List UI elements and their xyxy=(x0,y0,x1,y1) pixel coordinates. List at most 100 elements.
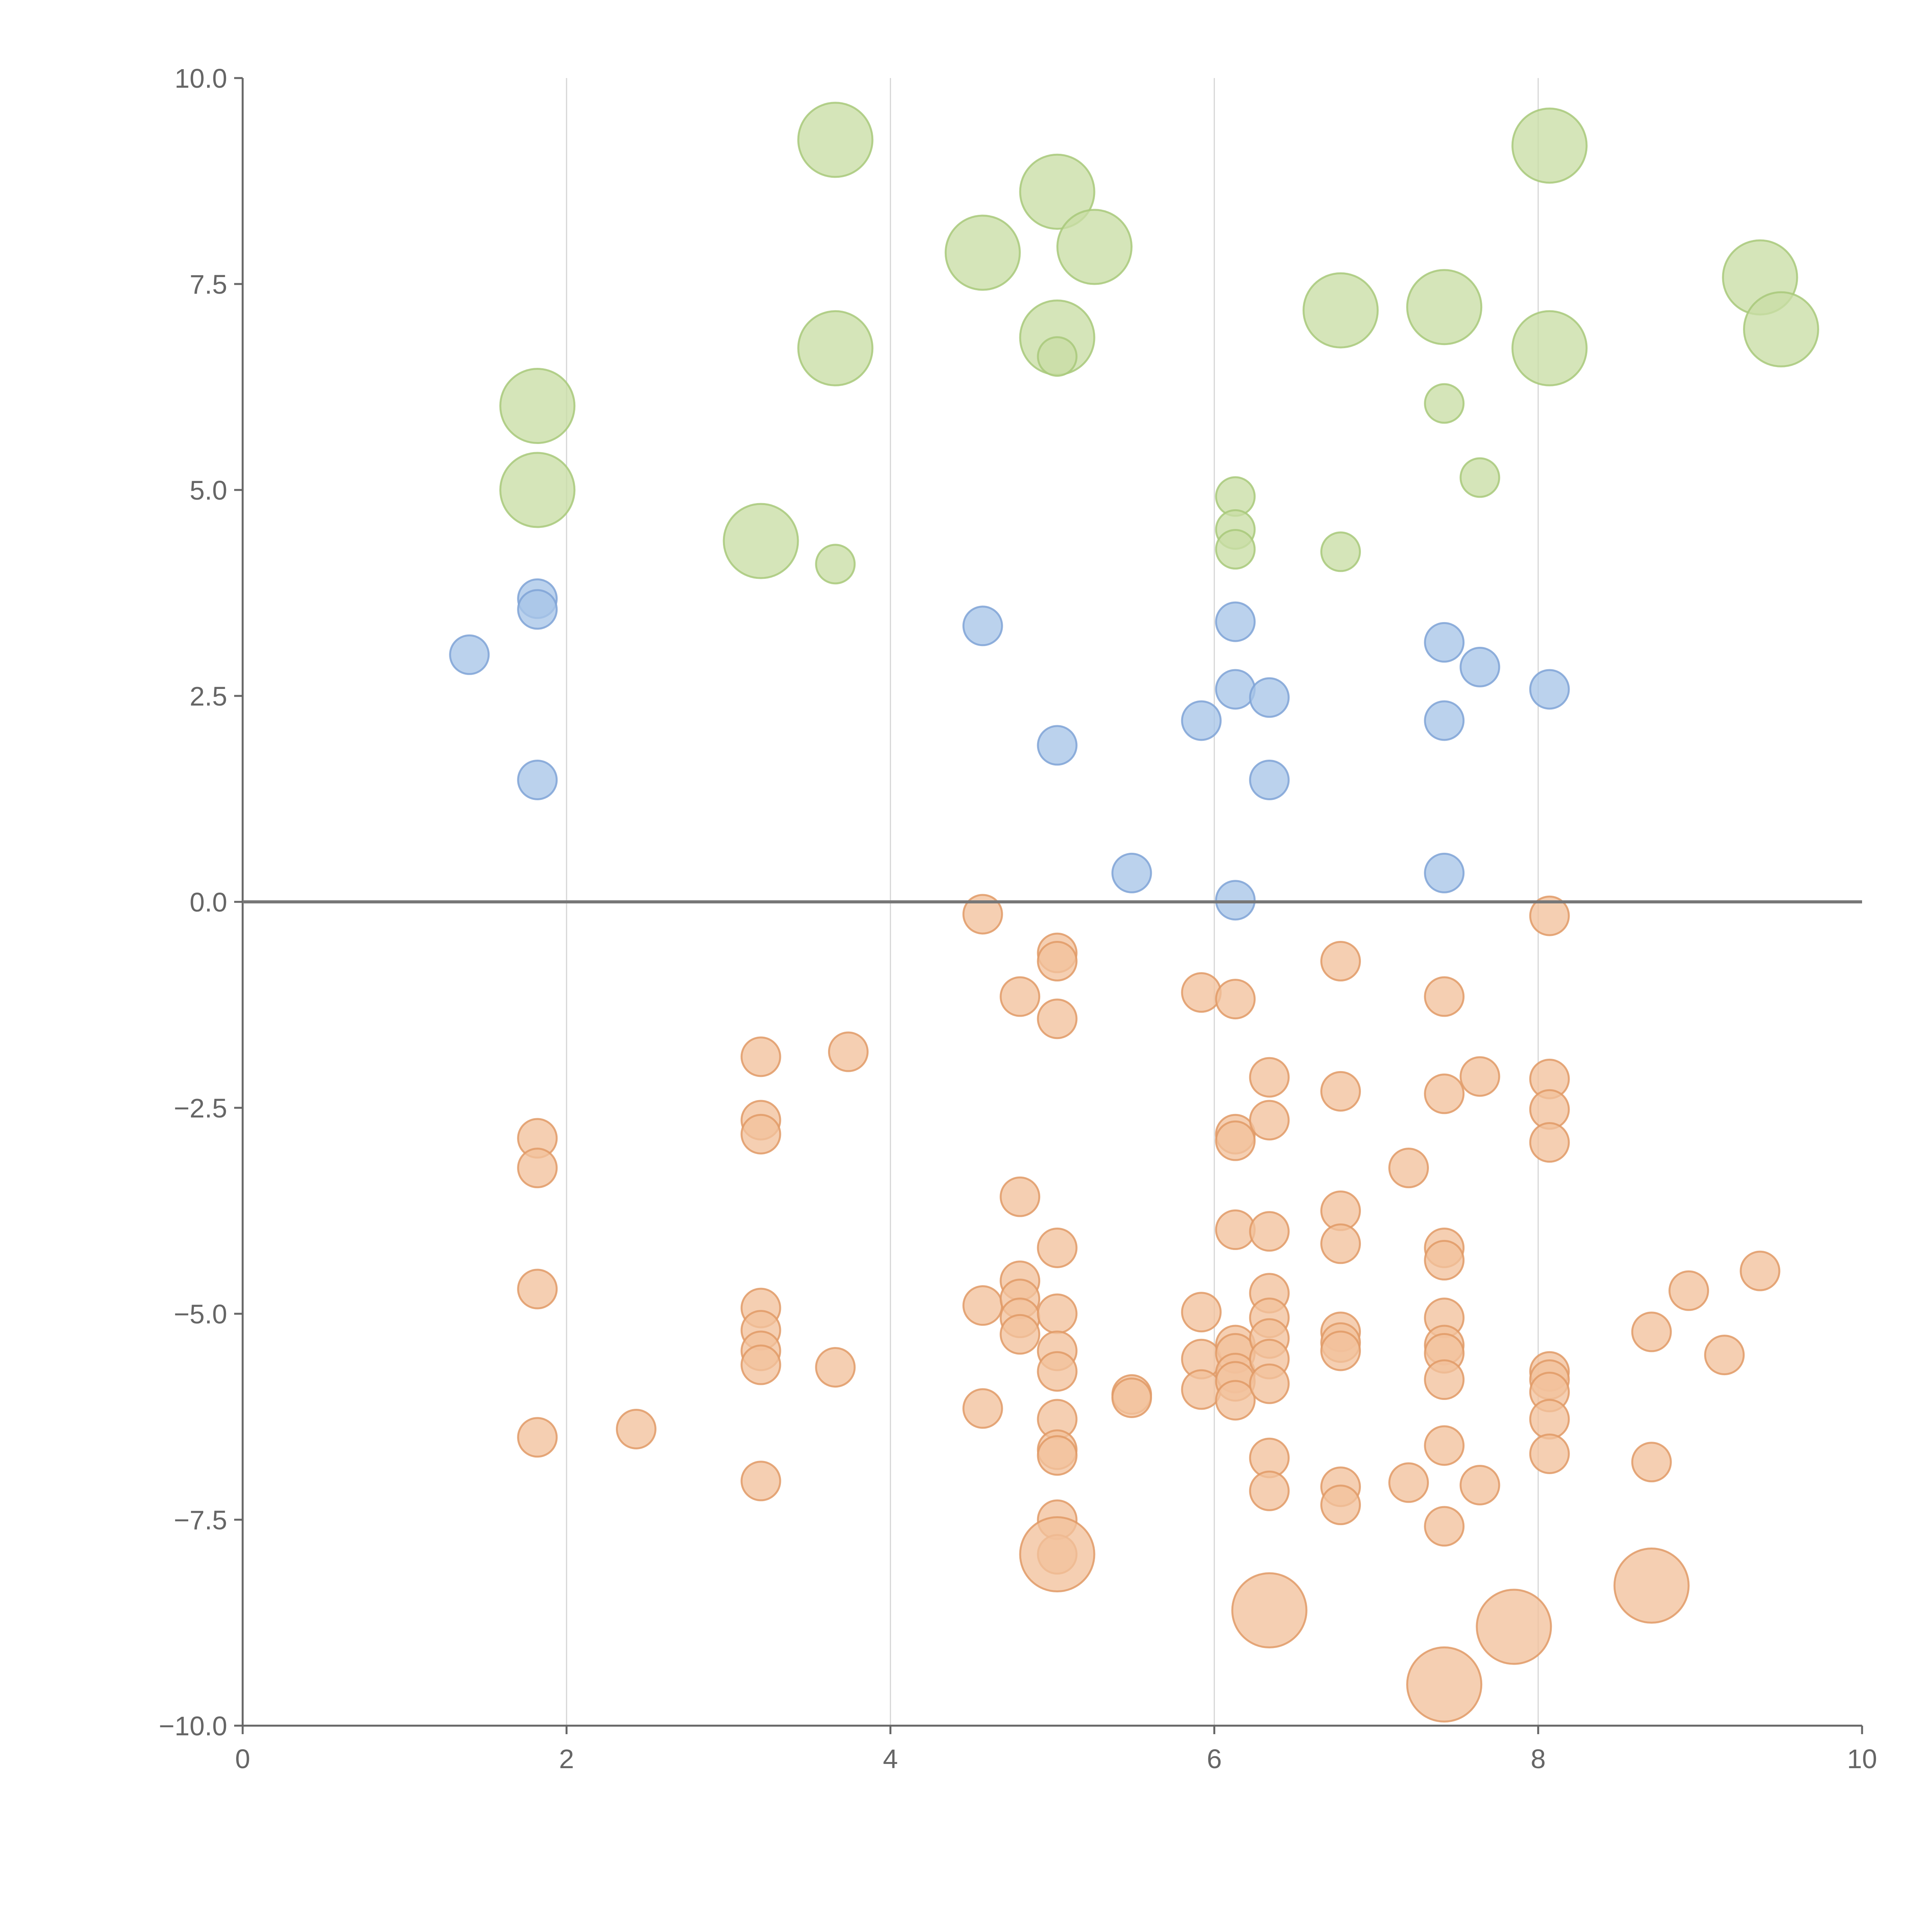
data-point xyxy=(815,1347,856,1388)
data-point xyxy=(1529,895,1570,936)
data-point xyxy=(962,605,1003,646)
x-tick-label: 6 xyxy=(1207,1744,1222,1774)
data-point xyxy=(828,1031,869,1072)
data-point xyxy=(1056,209,1133,285)
data-point xyxy=(1320,1223,1361,1264)
data-point xyxy=(1037,998,1078,1039)
data-point xyxy=(1424,1240,1465,1281)
data-point xyxy=(1424,1359,1465,1400)
data-point xyxy=(1181,1369,1222,1410)
data-point xyxy=(1459,646,1500,687)
data-point xyxy=(740,1461,781,1502)
data-point xyxy=(1000,1314,1041,1355)
data-point xyxy=(1249,1211,1290,1252)
data-point xyxy=(1743,291,1819,367)
y-tick-label: 5.0 xyxy=(190,475,227,505)
data-point xyxy=(1613,1548,1690,1624)
data-point xyxy=(1037,1435,1078,1476)
data-point xyxy=(1740,1250,1781,1291)
data-point xyxy=(1000,1176,1041,1217)
data-point xyxy=(1249,1057,1290,1098)
data-point xyxy=(1037,941,1078,982)
x-tick-label: 2 xyxy=(559,1744,574,1774)
data-point xyxy=(1181,1292,1222,1333)
data-point xyxy=(1424,1506,1465,1547)
data-point xyxy=(517,1269,558,1310)
data-point xyxy=(723,503,799,579)
data-point xyxy=(740,1344,781,1385)
data-point xyxy=(1249,1100,1290,1141)
data-point xyxy=(1704,1335,1745,1376)
data-point xyxy=(1424,1425,1465,1466)
data-point xyxy=(1231,1572,1308,1649)
data-point xyxy=(1320,531,1361,572)
data-point xyxy=(1019,1516,1095,1593)
data-point xyxy=(1215,529,1256,570)
data-point xyxy=(740,1114,781,1155)
x-tick-label: 4 xyxy=(883,1744,898,1774)
data-point xyxy=(797,102,874,178)
data-point xyxy=(1529,1122,1570,1163)
data-point xyxy=(1000,976,1041,1017)
data-point xyxy=(1388,1148,1429,1189)
data-point xyxy=(1529,1433,1570,1474)
data-point xyxy=(499,368,576,444)
y-tick-label: 2.5 xyxy=(190,681,227,711)
data-point xyxy=(517,1148,558,1189)
data-point xyxy=(1459,1056,1500,1097)
data-point xyxy=(1320,1330,1361,1371)
data-point xyxy=(1406,1646,1483,1723)
data-point xyxy=(1249,677,1290,718)
data-point xyxy=(1215,1120,1256,1161)
data-point xyxy=(1249,1470,1290,1511)
data-point xyxy=(1215,880,1256,921)
data-point xyxy=(1019,153,1095,230)
data-point xyxy=(1631,1442,1672,1483)
data-point xyxy=(1111,852,1152,893)
data-point xyxy=(1249,1363,1290,1404)
data-point xyxy=(1511,310,1588,386)
series-1 xyxy=(499,102,1819,585)
data-point xyxy=(517,759,558,800)
data-point xyxy=(1215,669,1256,710)
y-tick-label: −7.5 xyxy=(174,1505,227,1535)
data-point xyxy=(1320,1071,1361,1112)
data-point xyxy=(616,1408,656,1449)
data-point xyxy=(1037,725,1078,766)
data-point xyxy=(1424,383,1465,424)
data-point xyxy=(1529,669,1570,710)
data-point xyxy=(1529,1399,1570,1440)
y-tick-label: −2.5 xyxy=(174,1093,227,1123)
data-point xyxy=(1215,1380,1256,1421)
data-point xyxy=(1424,700,1465,741)
data-point xyxy=(1111,1377,1152,1418)
data-point xyxy=(1459,457,1500,498)
data-point xyxy=(1320,941,1361,982)
series-0 xyxy=(449,578,1570,921)
data-point xyxy=(1302,272,1379,349)
x-tick-label: 0 xyxy=(235,1744,250,1774)
data-point xyxy=(1424,622,1465,663)
tick-labels: 0 2 4 6 8 10 10.0 7.5 5.0 2.5 0.0 −2.5 −5.0 −7.5 −10.0 xyxy=(159,63,1877,1774)
data-point xyxy=(962,1388,1003,1429)
data-point xyxy=(1424,1073,1465,1114)
y-tick-label: −10.0 xyxy=(159,1711,227,1741)
data-point xyxy=(517,1417,558,1458)
y-tick-label: 7.5 xyxy=(190,269,227,299)
data-point xyxy=(797,310,874,386)
y-tick-label: −5.0 xyxy=(174,1299,227,1329)
data-point xyxy=(740,1036,781,1077)
data-point xyxy=(1424,852,1465,893)
data-point xyxy=(1668,1270,1709,1311)
data-point xyxy=(1037,1227,1078,1268)
data-point xyxy=(1037,1351,1078,1392)
data-point xyxy=(1424,976,1465,1017)
data-point xyxy=(1459,1464,1500,1505)
x-tick-label: 8 xyxy=(1531,1744,1546,1774)
data-point xyxy=(499,452,576,528)
data-point xyxy=(815,544,856,585)
data-point xyxy=(1406,269,1483,345)
data-point xyxy=(962,894,1003,935)
data-point xyxy=(517,589,558,630)
